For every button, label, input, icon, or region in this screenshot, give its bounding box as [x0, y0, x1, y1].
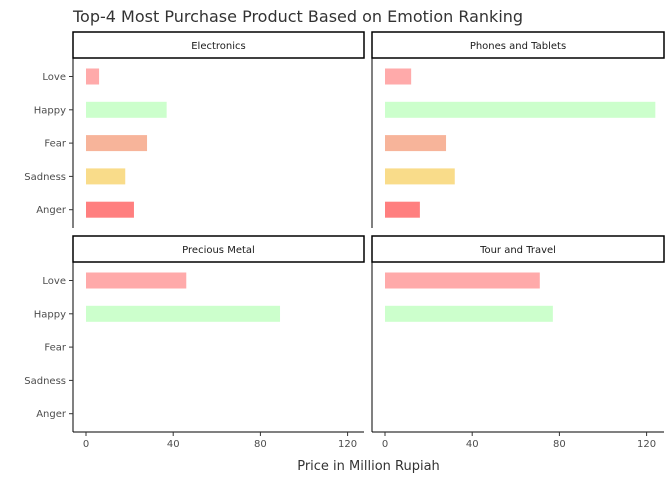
bar [86, 273, 186, 289]
x-axis-title: Price in Million Rupiah [297, 459, 440, 474]
bar [385, 273, 540, 289]
y-tick-label: Love [42, 276, 66, 287]
y-tick-label: Anger [36, 409, 67, 420]
chart-title: Top-4 Most Purchase Product Based on Emo… [72, 7, 523, 26]
x-tick-label: 80 [553, 439, 566, 450]
bar [385, 306, 553, 322]
x-tick-label: 120 [637, 439, 656, 450]
bar [86, 102, 167, 118]
y-tick-label: Sadness [24, 376, 66, 387]
y-tick-label: Fear [44, 139, 66, 150]
facet-strip-label: Electronics [191, 41, 246, 52]
y-tick-label: Sadness [24, 172, 66, 183]
bar [86, 202, 134, 218]
x-tick-label: 80 [254, 439, 267, 450]
facet-panels: Electronics Love Happy Fear Sadness Anger Phon… [24, 32, 664, 450]
bar [86, 306, 280, 322]
y-tick-label: Happy [34, 309, 66, 320]
x-tick-label: 40 [167, 439, 180, 450]
bar [385, 135, 446, 151]
bar [385, 102, 655, 118]
bar [86, 135, 147, 151]
y-tick-label: Anger [36, 205, 67, 216]
x-tick-label: 120 [338, 439, 357, 450]
facet-strip-label: Precious Metal [182, 245, 255, 256]
facet-strip-label: Tour and Travel [479, 245, 556, 256]
y-tick-label: Love [42, 72, 66, 83]
y-tick-label: Fear [44, 343, 66, 354]
bar [86, 168, 125, 184]
x-tick-label: 0 [382, 439, 388, 450]
x-tick-label: 40 [466, 439, 479, 450]
x-tick-label: 0 [83, 439, 89, 450]
bar [385, 69, 411, 85]
facet-strip-label: Phones and Tablets [470, 41, 566, 52]
bar [86, 69, 99, 85]
bar [385, 168, 455, 184]
bar [385, 202, 420, 218]
y-tick-label: Happy [34, 105, 66, 116]
